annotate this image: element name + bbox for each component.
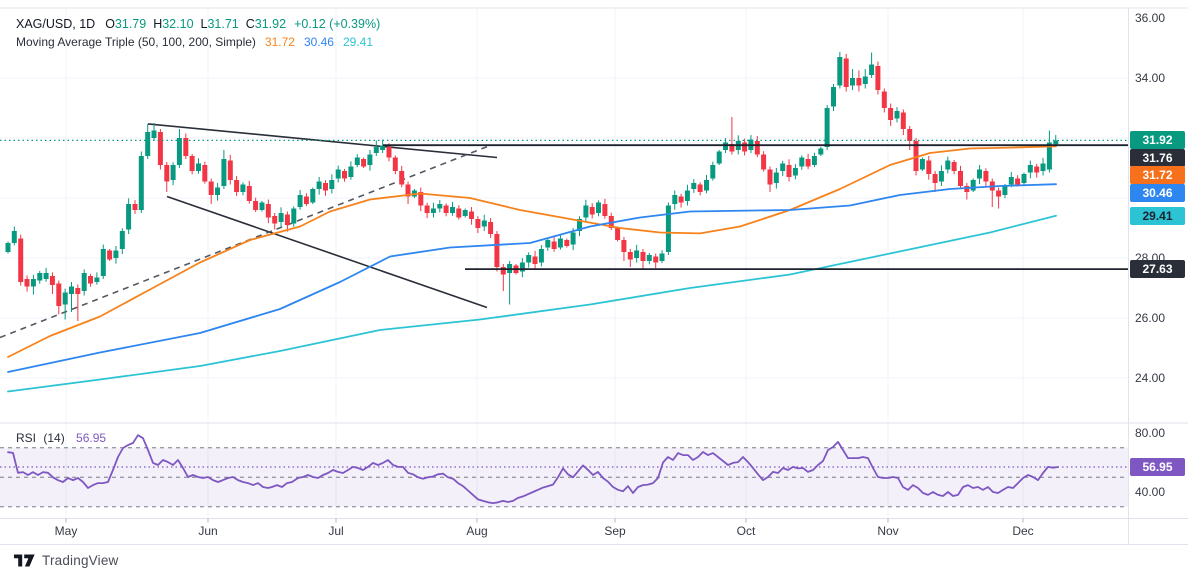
price-axis-badge: 31.92 bbox=[1130, 131, 1185, 150]
price-tick-label: 26.00 bbox=[1135, 311, 1166, 325]
ma100-line bbox=[7, 183, 1057, 373]
ma200-value: 29.41 bbox=[342, 35, 374, 49]
rsi-params: (14) bbox=[43, 431, 65, 445]
ma200-line bbox=[7, 214, 1057, 393]
ma100-value: 30.46 bbox=[303, 35, 334, 49]
rsi-legend-row: RSI (14) 56.95 bbox=[16, 431, 106, 445]
ma50-line bbox=[7, 145, 1057, 358]
price-axis-badge: 27.63 bbox=[1130, 260, 1185, 279]
rsi-line bbox=[7, 434, 1059, 505]
ma-legend-row: Moving Average Triple (50, 100, 200, Sim… bbox=[16, 35, 373, 49]
trendline bbox=[147, 123, 498, 159]
price-axis-badge: 31.72 bbox=[1130, 166, 1185, 185]
open-label: O bbox=[105, 17, 115, 31]
price-tick-label: 24.00 bbox=[1135, 371, 1166, 385]
low-label: L bbox=[200, 17, 208, 31]
price-axis-badge: 30.46 bbox=[1130, 183, 1185, 202]
candles-group bbox=[5, 51, 1059, 321]
tradingview-logo-text: TradingView bbox=[42, 553, 119, 568]
symbol-title[interactable]: XAG/USD, 1D bbox=[16, 17, 96, 31]
ma50-value: 31.72 bbox=[264, 35, 295, 49]
rsi-axis-badge: 56.95 bbox=[1130, 457, 1185, 476]
close-label: C bbox=[245, 17, 255, 31]
rsi-tick-label: 80.00 bbox=[1135, 426, 1166, 440]
ma-indicator-title[interactable]: Moving Average Triple (50, 100, 200, Sim… bbox=[16, 35, 256, 49]
rsi-value: 56.95 bbox=[76, 431, 107, 445]
symbol-legend-row: XAG/USD, 1D O31.79 H32.10 L31.71 C31.92 +0.12… bbox=[16, 17, 380, 31]
month-label: May bbox=[54, 524, 78, 538]
month-label: Dec bbox=[1012, 524, 1034, 538]
open-value: 31.79 bbox=[114, 17, 147, 31]
price-axis-badge: 29.41 bbox=[1130, 206, 1185, 225]
low-value: 31.71 bbox=[207, 17, 239, 31]
price-tick-label: 36.00 bbox=[1135, 11, 1166, 25]
month-label: Sep bbox=[604, 524, 626, 538]
price-axis-badge: 31.76 bbox=[1130, 148, 1185, 167]
trendline bbox=[166, 195, 488, 309]
rsi-tick-label: 40.00 bbox=[1135, 485, 1166, 499]
high-label: H bbox=[153, 17, 163, 31]
month-label: Jul bbox=[328, 524, 344, 538]
close-value: 31.92 bbox=[254, 17, 287, 31]
price-tick-label: 34.00 bbox=[1135, 71, 1166, 85]
rsi-indicator-title[interactable]: RSI bbox=[16, 431, 37, 445]
change-value: +0.12 (+0.39%) bbox=[294, 17, 381, 31]
month-label: Nov bbox=[877, 524, 899, 538]
tradingview-logo-icon bbox=[14, 554, 35, 567]
month-label: Oct bbox=[736, 524, 756, 538]
tradingview-logo[interactable]: TradingView bbox=[14, 553, 119, 568]
high-value: 32.10 bbox=[162, 17, 194, 31]
month-label: Jun bbox=[198, 524, 218, 538]
month-label: Aug bbox=[466, 524, 488, 538]
